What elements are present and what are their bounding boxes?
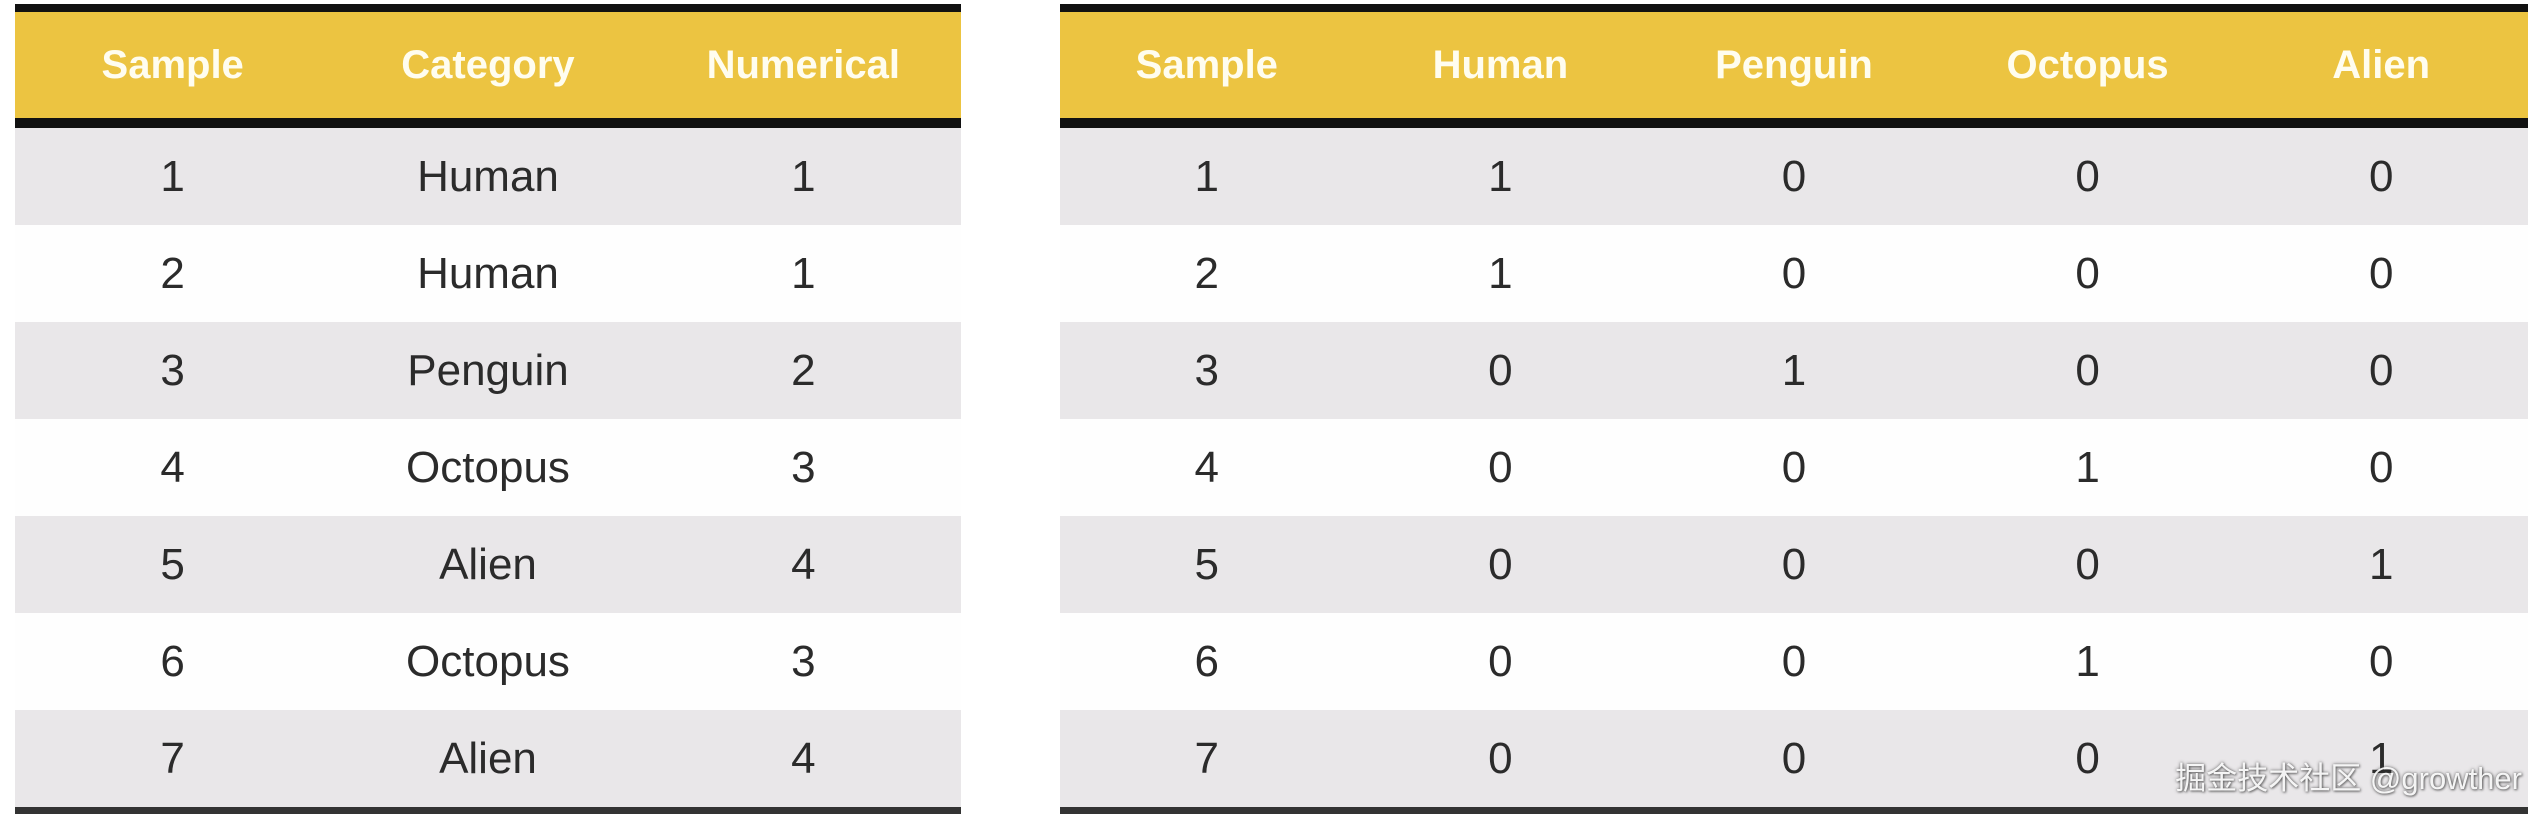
table-cell: 0 [1647, 613, 1941, 710]
table-cell: Octopus [330, 613, 646, 710]
table-cell: 0 [1353, 613, 1648, 710]
header-cell-sample: Sample [15, 4, 331, 128]
table-cell: 0 [1647, 123, 1941, 225]
table-cell: 2 [645, 322, 961, 419]
table-cell: 0 [2234, 613, 2528, 710]
table-cell: 1 [1647, 322, 1941, 419]
table-cell: Human [330, 225, 646, 322]
header-cell-penguin: Penguin [1647, 4, 1941, 128]
table-row: 7 Alien 4 [15, 710, 961, 814]
table-cell: 0 [1940, 516, 2235, 613]
table-cell: 1 [645, 225, 961, 322]
table-cell: 4 [645, 710, 961, 814]
table-cell: 1 [1353, 123, 1648, 225]
table-cell: 5 [15, 516, 331, 613]
table-cell: 1 [1940, 419, 2235, 516]
table-cell: 1 [1060, 123, 1354, 225]
table-cell: Alien [330, 516, 646, 613]
table-cell: 6 [15, 613, 331, 710]
table-cell: 1 [645, 123, 961, 225]
table-cell: 0 [1940, 710, 2235, 814]
table-cell: 0 [2234, 419, 2528, 516]
table-cell: 0 [1940, 225, 2235, 322]
table-cell: Octopus [330, 419, 646, 516]
table-cell: Human [330, 123, 646, 225]
table-cell: 0 [1647, 225, 1941, 322]
header-cell-alien: Alien [2234, 4, 2528, 128]
table-cell: 0 [1647, 516, 1941, 613]
table-cell: 7 [1060, 710, 1354, 814]
table-cell: 0 [1647, 419, 1941, 516]
table-cell: Penguin [330, 322, 646, 419]
table-cell: 0 [1940, 322, 2235, 419]
header-cell-category: Category [330, 4, 646, 128]
table-cell: Alien [330, 710, 646, 814]
table-cell: 3 [645, 419, 961, 516]
table-cell: 0 [2234, 225, 2528, 322]
category-label-encoding-table: Sample Category Numerical 1 Human 1 2 Human 1 3 P… [15, 4, 961, 814]
table-row: 4 Octopus 3 [15, 419, 961, 516]
table-row: 3 Penguin 2 [15, 322, 961, 419]
header-row: Sample Category Numerical [15, 4, 961, 128]
header-cell-octopus: Octopus [1940, 4, 2235, 128]
table-cell: 3 [645, 613, 961, 710]
table-cell: 2 [15, 225, 331, 322]
table-cell: 7 [15, 710, 331, 814]
table-cell: 2 [1060, 225, 1354, 322]
table-cell: 4 [645, 516, 961, 613]
header-cell-human: Human [1353, 4, 1648, 128]
table-cell: 4 [15, 419, 331, 516]
header-cell-numerical: Numerical [645, 4, 961, 128]
table-cell: 1 [1940, 613, 2235, 710]
table-cell: 1 [1353, 225, 1648, 322]
table-row: 2 Human 1 [15, 225, 961, 322]
table-row: 1 Human 1 [15, 123, 961, 225]
table-cell: 3 [15, 322, 331, 419]
table-cell: 4 [1060, 419, 1354, 516]
header-cell-sample: Sample [1060, 4, 1354, 128]
watermark: 掘金技术社区 @growther [2175, 761, 2522, 796]
table-row: 6 Octopus 3 [15, 613, 961, 710]
table-cell: 5 [1060, 516, 1354, 613]
table-cell: 0 [1353, 419, 1648, 516]
table-cell: 6 [1060, 613, 1354, 710]
table-cell: 0 [1353, 516, 1648, 613]
table-cell: 0 [2234, 322, 2528, 419]
table-cell: 0 [2234, 123, 2528, 225]
table-cell: 1 [2234, 516, 2528, 613]
table-row: 5 Alien 4 [15, 516, 961, 613]
table-cell: 3 [1060, 322, 1354, 419]
table-cell: 0 [1647, 710, 1941, 814]
table-cell: 0 [1353, 710, 1648, 814]
table-cell: 0 [1940, 123, 2235, 225]
header-row: Sample Human Penguin Octopus Alien [1060, 4, 2528, 128]
table-cell: 0 [1353, 322, 1648, 419]
table-cell: 1 [2234, 710, 2528, 814]
table-cell: 1 [15, 123, 331, 225]
